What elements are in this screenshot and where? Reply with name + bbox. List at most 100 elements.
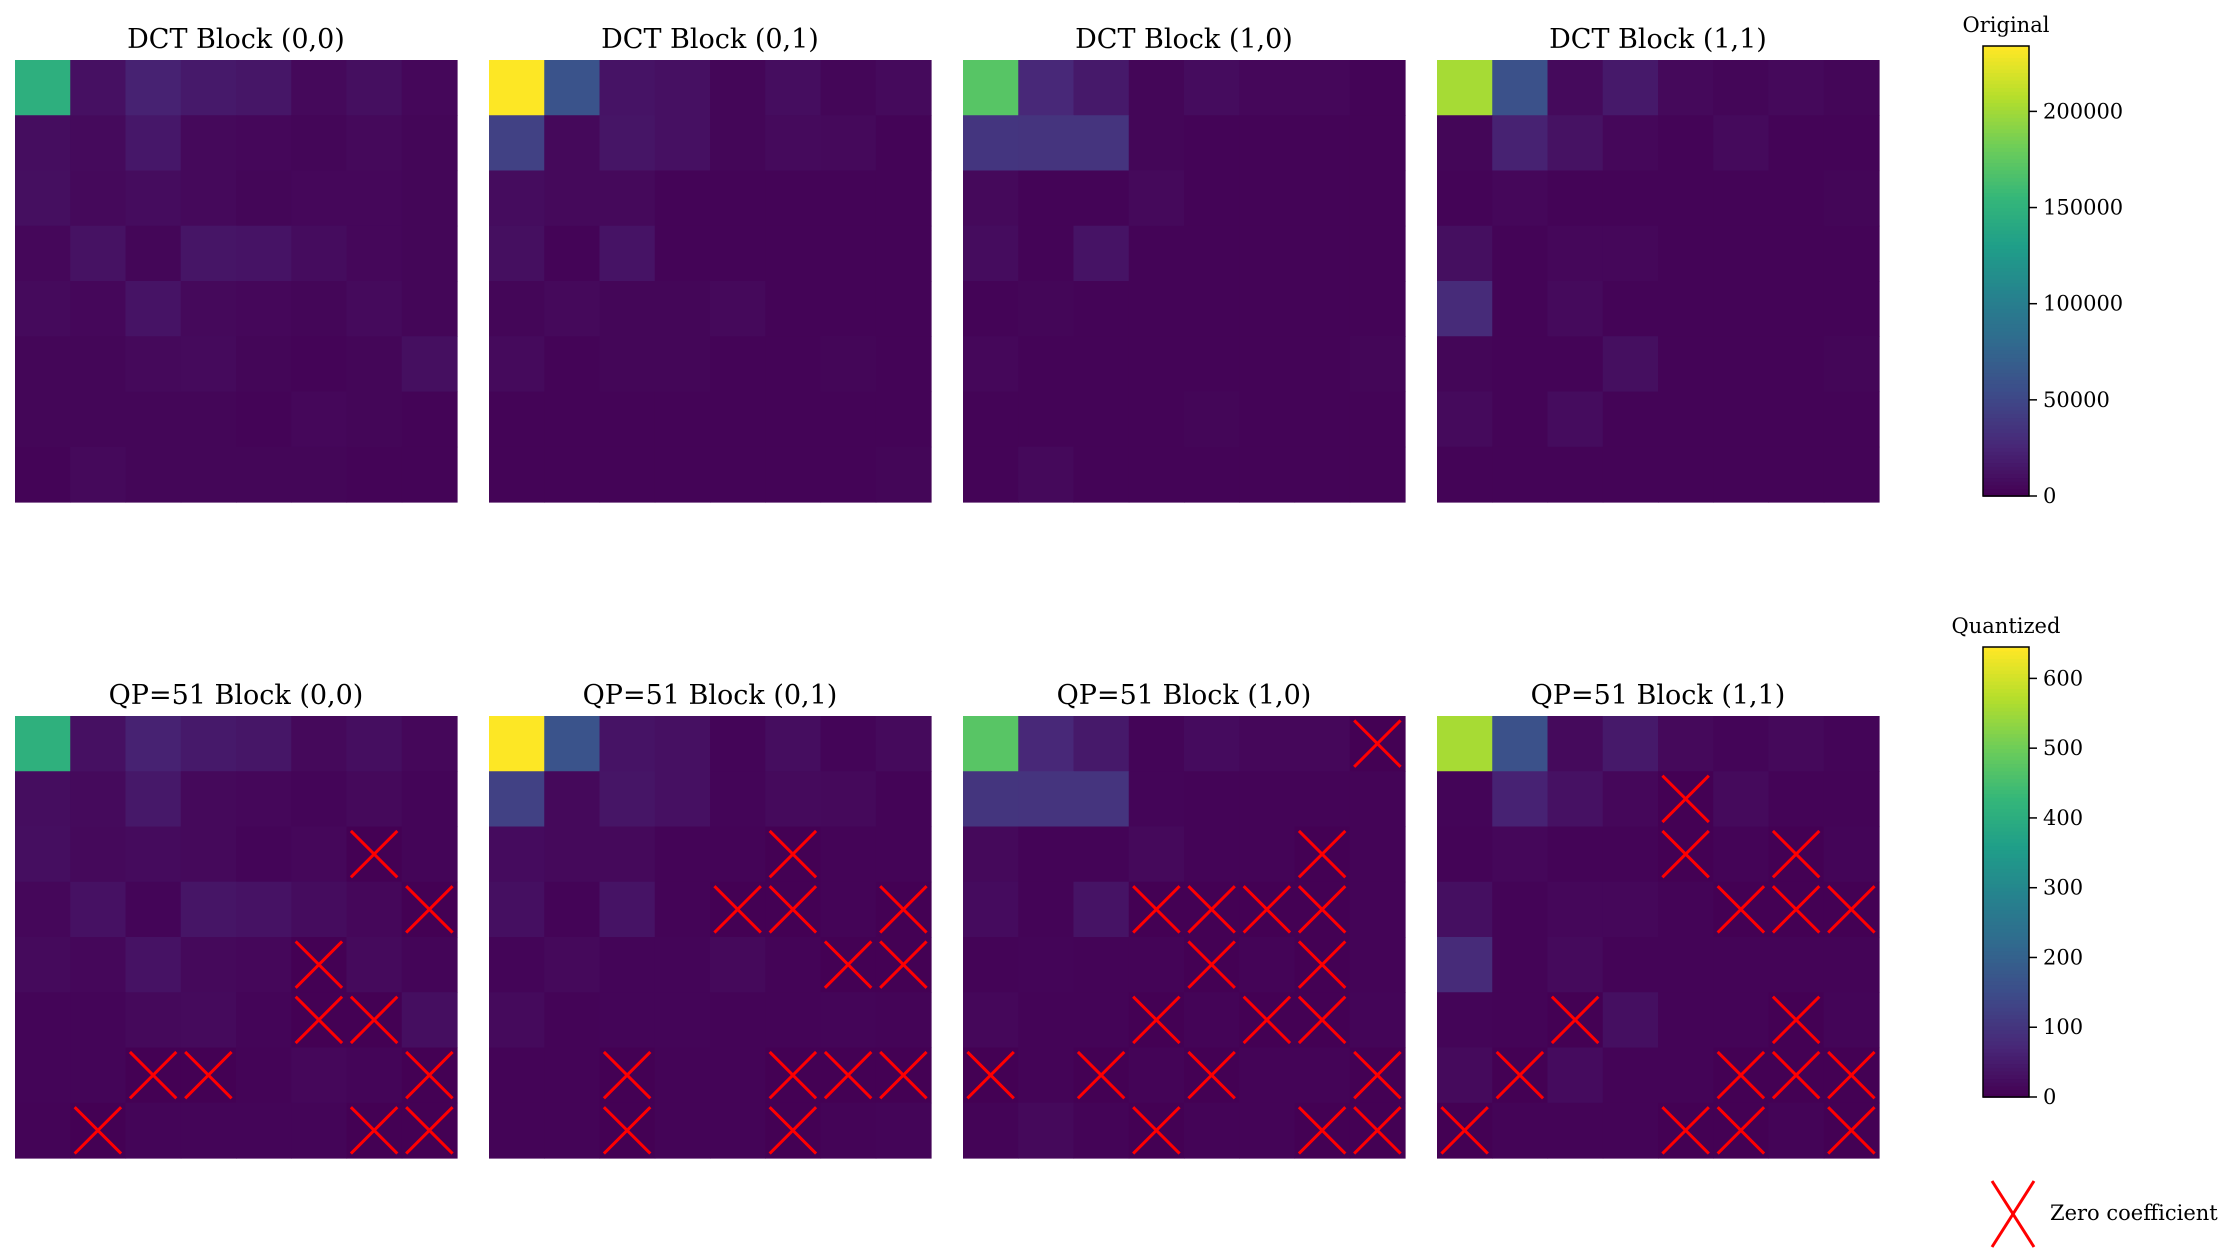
heatmap-cell	[1239, 60, 1296, 116]
heatmap-cell	[599, 826, 656, 883]
zero-coefficient-marker	[1827, 885, 1876, 934]
colorbar-gradient-step	[1983, 969, 2029, 975]
heatmap-cell	[1239, 716, 1296, 772]
heatmap-cell	[1349, 992, 1406, 1049]
heatmap-cell	[1492, 170, 1549, 227]
heatmap-cell	[236, 281, 292, 337]
colorbar-gradient-step	[1983, 312, 2029, 317]
colorbar-gradient-step	[1983, 327, 2029, 332]
heatmap-panel-r0-p1: DCT Block (0,1)	[489, 24, 932, 503]
colorbar-gradient-step	[1983, 1022, 2029, 1027]
heatmap-cell	[180, 992, 237, 1049]
colorbar-gradient-step	[1983, 394, 2029, 400]
heatmap-cell	[346, 716, 403, 772]
heatmap-cell	[291, 170, 348, 227]
heatmap-cell	[1018, 1047, 1075, 1104]
heatmap-cell	[180, 1102, 237, 1159]
heatmap-cell	[70, 225, 127, 282]
heatmap-cell	[544, 60, 601, 116]
heatmap-cell	[1073, 881, 1130, 938]
heatmap-cell	[125, 771, 182, 828]
heatmap-cell	[1823, 336, 1880, 393]
heatmap-cell	[291, 826, 348, 883]
heatmap-cell	[1437, 716, 1493, 772]
heatmap-cell	[70, 336, 127, 393]
heatmap-cell	[236, 716, 292, 772]
colorbar-gradient-step	[1983, 1037, 2029, 1042]
heatmap-cell	[1547, 826, 1604, 883]
heatmap-cell	[489, 391, 545, 448]
heatmap-cell	[15, 391, 71, 448]
heatmap-cell	[544, 336, 601, 393]
heatmap-cell	[765, 446, 822, 503]
heatmap-cell	[401, 826, 458, 883]
colorbar-gradient-step	[1983, 759, 2029, 765]
colorbar-title: Original	[1963, 13, 2050, 37]
colorbar-gradient-step	[1983, 49, 2029, 55]
colorbar-gradient-step	[1983, 398, 2029, 404]
heatmap-cell	[291, 716, 348, 772]
colorbar-gradient-step	[1983, 256, 2029, 261]
heatmap-cell	[401, 992, 458, 1049]
heatmap-cell	[125, 336, 182, 393]
colorbar-gradient-step	[1983, 214, 2029, 220]
colorbar-gradient-step	[1983, 424, 2029, 430]
colorbar-gradient-step	[1983, 139, 2029, 145]
heatmap-cell	[1073, 771, 1130, 828]
zero-coefficient-marker	[405, 885, 454, 934]
heatmap-cell	[1823, 115, 1880, 172]
zero-coefficient-marker	[1297, 1106, 1347, 1155]
colorbar-gradient-step	[1983, 241, 2029, 246]
colorbar-gradient-step	[1983, 684, 2029, 690]
colorbar-gradient-step	[1983, 124, 2029, 130]
heatmap-cell	[1018, 771, 1075, 828]
heatmap-cell	[1018, 716, 1075, 772]
colorbar-gradient-step	[1983, 992, 2029, 997]
zero-coefficient-marker	[602, 1106, 652, 1155]
heatmap-cell	[963, 115, 1019, 172]
heatmap-cell	[1713, 225, 1770, 282]
heatmap-cell	[15, 937, 71, 993]
heatmap-cell	[1073, 170, 1130, 227]
heatmap-cell	[1602, 1047, 1659, 1104]
colorbar-gradient-step	[1983, 902, 2029, 907]
zero-coefficient-marker	[73, 1106, 123, 1155]
heatmap-cell	[820, 115, 877, 172]
heatmap-cell	[1492, 60, 1549, 116]
colorbar-tick-label: 0	[2043, 1085, 2056, 1109]
heatmap-cell	[1602, 446, 1659, 503]
heatmap-cell	[489, 716, 545, 772]
heatmap-cell	[1713, 115, 1770, 172]
heatmap-cell	[875, 115, 932, 172]
zero-coefficient-marker	[405, 1050, 454, 1100]
heatmap-cell	[236, 881, 292, 938]
colorbar-gradient-step	[1983, 725, 2029, 731]
heatmap-cell	[125, 1102, 182, 1159]
colorbar-gradient-step	[1983, 999, 2029, 1005]
heatmap-cell	[1239, 1102, 1296, 1159]
colorbar-gradient-step	[1983, 319, 2029, 325]
heatmap-cell	[1713, 937, 1770, 993]
heatmap-cell	[180, 115, 237, 172]
heatmap-cell	[599, 391, 656, 448]
colorbar-gradient-step	[1983, 688, 2029, 693]
heatmap-cell	[765, 115, 822, 172]
heatmap-cell	[820, 826, 877, 883]
heatmap-cell	[1547, 446, 1604, 503]
heatmap-cell	[1349, 225, 1406, 282]
colorbar-gradient-step	[1983, 939, 2029, 945]
heatmap-cell	[70, 60, 127, 116]
colorbar-gradient-step	[1983, 677, 2029, 682]
heatmap-cell	[70, 716, 127, 772]
zero-coefficient-marker	[1353, 719, 1402, 768]
heatmap-cell	[1547, 771, 1604, 828]
zero-coefficient-marker	[128, 1050, 178, 1100]
heatmap-cell	[15, 716, 71, 772]
heatmap-cell	[765, 225, 822, 282]
heatmap-cell	[1294, 446, 1351, 503]
colorbar-gradient-step	[1983, 673, 2029, 678]
zero-coefficient-marker	[1297, 995, 1347, 1045]
colorbar-gradient-step	[1983, 935, 2029, 941]
colorbar-gradient-step	[1983, 342, 2029, 347]
heatmap-cell	[236, 937, 292, 993]
